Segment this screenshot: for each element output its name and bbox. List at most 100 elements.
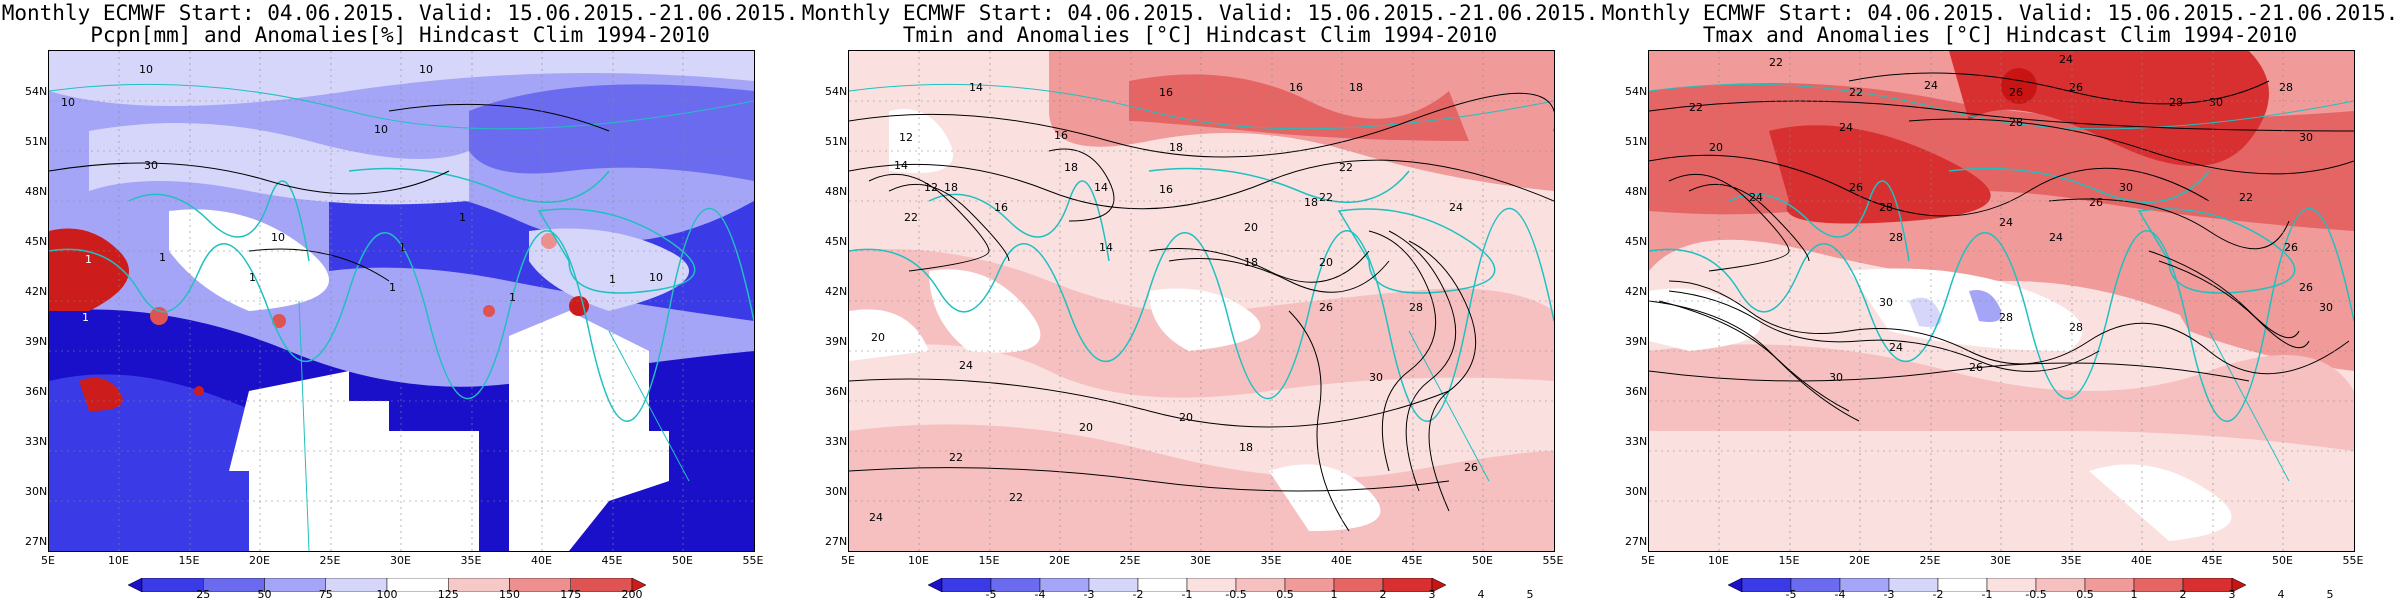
contour-label: 24 — [1449, 201, 1463, 214]
colorbar-label: 0.5 — [1276, 588, 1294, 601]
contour-label: 1 — [509, 291, 516, 304]
contour-label: 1 — [389, 281, 396, 294]
contour-label: 18 — [1349, 81, 1363, 94]
lat-tick-label: 48N — [825, 185, 848, 198]
precip-map: 10 10 10 10 10 30 10 1 1 1 1 1 1 1 1 1 — [48, 50, 755, 552]
lat-tick-label: 30N — [25, 485, 48, 498]
contour-label: 18 — [1169, 141, 1183, 154]
colorbar-swatch — [1790, 578, 1841, 592]
colorbar-label: -1 — [1981, 588, 1993, 601]
colorbar-swatch — [141, 578, 204, 592]
lon-tick-label: 20E — [1049, 554, 1070, 567]
contour-label: 30 — [2209, 96, 2223, 109]
contour-label: 22 — [2239, 191, 2253, 204]
lon-tick-label: 30E — [390, 554, 411, 567]
contour-label: 16 — [1159, 183, 1173, 196]
colorbar-label: -1 — [1181, 588, 1193, 601]
colorbar-swatch — [325, 578, 388, 592]
colorbar-swatch — [1937, 578, 1988, 592]
lon-tick-label: 45E — [2201, 554, 2223, 567]
colorbar-swatch — [2231, 578, 2246, 592]
colorbar-swatch — [1186, 578, 1237, 592]
lat-tick-label: 51N — [1625, 135, 1648, 148]
lon-tick-label: 45E — [1401, 554, 1423, 567]
panel-title-line1: Monthly ECMWF Start: 04.06.2015. Valid: … — [1601, 1, 2399, 25]
contour-label: 28 — [2169, 96, 2183, 109]
colorbar-swatch — [1137, 578, 1188, 592]
colorbar-swatch — [1839, 578, 1890, 592]
lat-tick-label: 33N — [1625, 435, 1648, 448]
colorbar-label: -0.5 — [2025, 588, 2047, 601]
lon-tick-label: 55E — [742, 554, 764, 567]
colorbar-label: 4 — [1477, 588, 1485, 601]
colorbar-swatch — [264, 578, 326, 592]
lon-tick-label: 15E — [1778, 554, 1800, 567]
contour-label: 18 — [1064, 161, 1078, 174]
contour-label: 10 — [649, 271, 663, 284]
colorbar-label: 3 — [1428, 588, 1436, 601]
lon-tick-label: 15E — [978, 554, 1000, 567]
contour-label: 1 — [82, 311, 89, 324]
colorbar-bar — [128, 578, 646, 592]
lon-tick-label: 30E — [1990, 554, 2011, 567]
colorbar-swatch — [2182, 578, 2233, 592]
colorbar-swatch — [2133, 578, 2184, 592]
colorbar-swatch — [1986, 578, 2037, 592]
lon-tick-label: 45E — [601, 554, 623, 567]
lon-tick-label: 40E — [2131, 554, 2152, 567]
lat-tick-label: 27N — [1625, 535, 1648, 548]
colorbar-label: 75 — [318, 588, 333, 601]
contour-label: 24 — [1889, 341, 1903, 354]
contour-label: 24 — [959, 359, 973, 372]
tmax-map: 22 24 24 26 22 28 28 30 22 24 26 28 30 2… — [1648, 50, 2355, 552]
lat-tick-label: 51N — [25, 135, 48, 148]
contour-label: 30 — [1879, 296, 1893, 309]
contour-label: 1 — [249, 271, 256, 284]
contour-label: 22 — [1009, 491, 1023, 504]
contour-label: 26 — [2069, 81, 2083, 94]
lat-tick-label: 27N — [825, 535, 848, 548]
contour-label: 1 — [609, 273, 616, 286]
colorbar-bar — [1728, 578, 2246, 592]
contour-label: 14 — [894, 159, 908, 172]
contour-label: 30 — [144, 159, 158, 172]
lat-tick-label: 36N — [825, 385, 848, 398]
contour-label: 30 — [2119, 181, 2133, 194]
colorbar-label: -5 — [985, 588, 997, 601]
contour-label: 16 — [994, 201, 1008, 214]
precip-panel: Monthly ECMWF Start: 04.06.2015. Valid: … — [0, 0, 800, 601]
colorbar-swatch — [2035, 578, 2086, 592]
colorbar-swatch — [1039, 578, 1090, 592]
lat-tick-label: 33N — [25, 435, 48, 448]
lat-tick-label: 45N — [25, 235, 48, 248]
contour-label: 22 — [949, 451, 963, 464]
tmin-map: 14 16 16 18 12 14 16 18 18 16 18 14 16 1… — [848, 50, 1555, 552]
contour-label: 18 — [944, 181, 958, 194]
contour-label: 28 — [1409, 301, 1423, 314]
contour-label: 24 — [1749, 191, 1763, 204]
contour-label: 20 — [1709, 141, 1723, 154]
tmin-panel: Monthly ECMWF Start: 04.06.2015. Valid: … — [800, 0, 1600, 601]
tmax-panel: Monthly ECMWF Start: 04.06.2015. Valid: … — [1600, 0, 2400, 601]
lat-tick-label: 48N — [25, 185, 48, 198]
contour-label: 30 — [1369, 371, 1383, 384]
contour-label: 20 — [1179, 411, 1193, 424]
contour-label: 28 — [2069, 321, 2083, 334]
contour-label: 26 — [2089, 196, 2103, 209]
contour-label: 22 — [1339, 161, 1353, 174]
colorbar-swatch — [1333, 578, 1384, 592]
colorbar-swatch — [1284, 578, 1335, 592]
contour-label: 28 — [1889, 231, 1903, 244]
contour-label: 10 — [61, 96, 75, 109]
contour-label: 28 — [2009, 116, 2023, 129]
lat-tick-label: 48N — [1625, 185, 1648, 198]
contour-label: 22 — [1849, 86, 1863, 99]
lat-tick-label: 54N — [1625, 85, 1648, 98]
colorbar-swatch — [203, 578, 265, 592]
colorbar-label: -2 — [1932, 588, 1944, 601]
lon-tick-label: 5E — [1641, 554, 1655, 567]
contour-label: 24 — [2049, 231, 2063, 244]
contour-label: 26 — [2299, 281, 2313, 294]
contour-label: 28 — [2279, 81, 2293, 94]
contour-label: 20 — [871, 331, 885, 344]
